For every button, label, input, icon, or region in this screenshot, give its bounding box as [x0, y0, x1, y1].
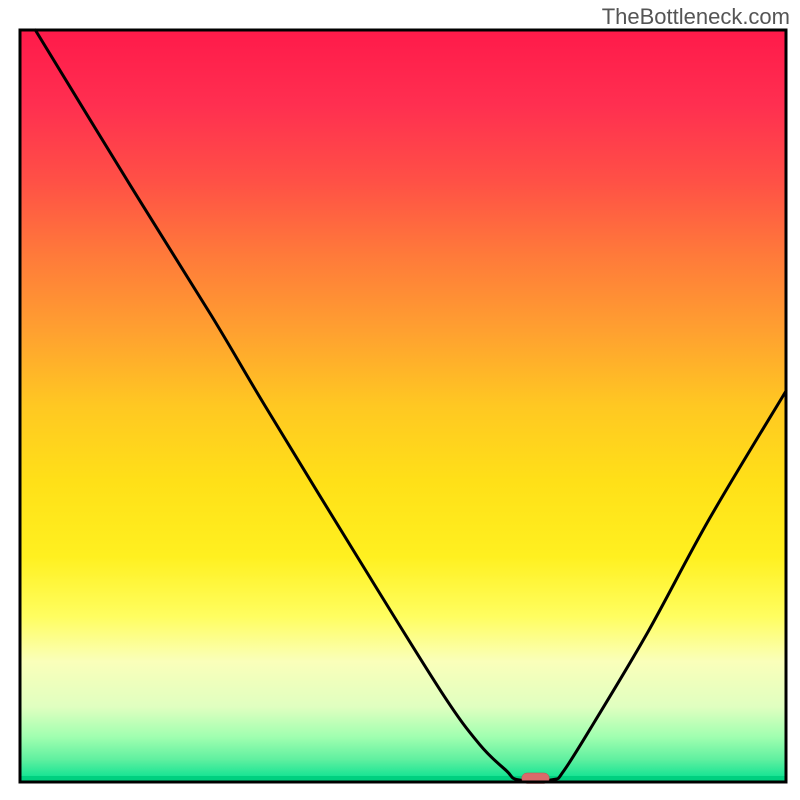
bottleneck-curve-chart [0, 0, 800, 800]
chart-container: TheBottleneck.com [0, 0, 800, 800]
watermark-text: TheBottleneck.com [602, 4, 790, 30]
chart-background [20, 30, 786, 782]
